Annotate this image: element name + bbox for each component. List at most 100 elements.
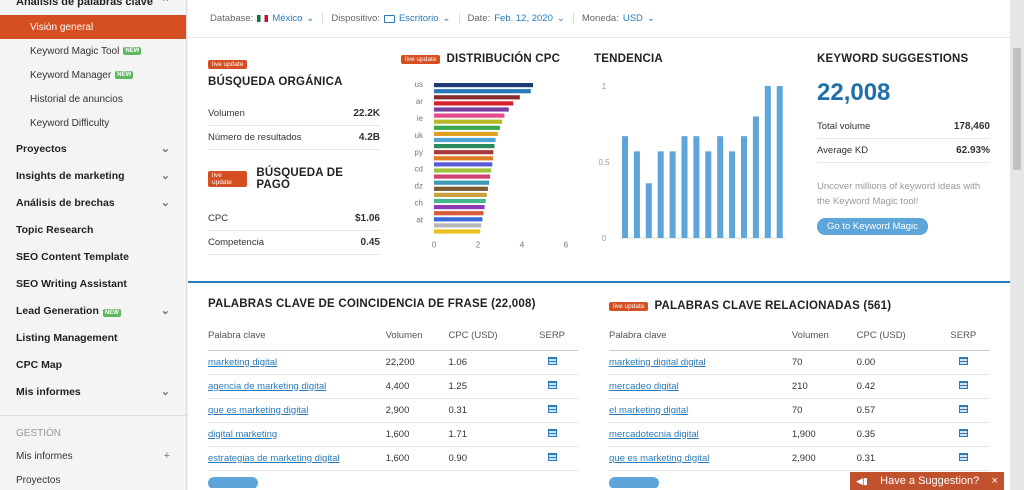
serp-icon[interactable] bbox=[547, 404, 557, 413]
cpc-bar bbox=[434, 162, 493, 167]
cpc-axis-tick: 2 bbox=[476, 241, 481, 250]
suggestion-label[interactable]: Have a Suggestion? bbox=[880, 475, 980, 487]
sidebar-section[interactable]: Análisis de brechas ⌄ bbox=[0, 189, 186, 216]
date-label: Date: bbox=[467, 13, 491, 24]
volume-cell: 4,400 bbox=[385, 374, 449, 399]
scrollbar[interactable] bbox=[1010, 0, 1024, 490]
trend-chart: 10.50 bbox=[598, 82, 786, 243]
keyword-magic-button[interactable]: Go to Keyword Magic bbox=[817, 218, 928, 235]
serp-icon[interactable] bbox=[547, 428, 557, 437]
trend-title: TENDENCIA bbox=[594, 53, 663, 65]
cpc-country-label: cd bbox=[415, 165, 423, 174]
date-filter[interactable]: Date: Feb. 12, 2020 ⌄ bbox=[468, 13, 574, 24]
cpc-bar bbox=[434, 198, 486, 204]
trend-bar bbox=[705, 151, 712, 238]
view-all-button[interactable] bbox=[609, 476, 659, 488]
date-value[interactable]: Feb. 12, 2020 bbox=[494, 13, 553, 24]
chevron-down-icon[interactable]: ⌄ bbox=[160, 143, 170, 155]
chevron-down-icon[interactable]: ⌄ bbox=[442, 13, 451, 24]
currency-filter[interactable]: Moneda: USD ⌄ bbox=[582, 13, 663, 24]
sidebar-section[interactable]: Mis informes ⌄ bbox=[0, 378, 186, 405]
currency-value[interactable]: USD bbox=[622, 13, 643, 24]
plus-icon[interactable]: + bbox=[163, 450, 170, 462]
chevron-down-icon[interactable]: ⌄ bbox=[160, 386, 170, 398]
keyword-link[interactable]: mercadeo digital bbox=[609, 380, 679, 392]
keyword-link[interactable]: estrategias de marketing digital bbox=[208, 452, 340, 464]
database-filter[interactable]: Database: México ⌄ bbox=[210, 13, 324, 24]
serp-icon[interactable] bbox=[547, 452, 557, 461]
sidebar-subitem-label: Visión general bbox=[30, 21, 94, 33]
sidebar-section-wrap: SEO Content Template bbox=[16, 251, 129, 263]
device-filter[interactable]: Dispositivo: Escritorio ⌄ bbox=[331, 13, 460, 24]
serp-cell bbox=[936, 422, 990, 447]
cpc-country-label: at bbox=[416, 216, 423, 225]
serp-cell bbox=[526, 446, 578, 471]
sidebar-subitem[interactable]: Keyword Manager NEW bbox=[0, 63, 186, 87]
metric-row: CPC $1.06 bbox=[208, 207, 380, 231]
keyword-link[interactable]: que es marketing digital bbox=[208, 404, 309, 416]
database-value[interactable]: México bbox=[272, 13, 303, 24]
table-row: mercadotecnia digital 1,900 0.35 bbox=[609, 422, 990, 447]
sidebar-section[interactable]: SEO Writing Assistant bbox=[0, 270, 186, 297]
sidebar-subitem[interactable]: Keyword Magic Tool NEW bbox=[0, 39, 186, 63]
sidebar-subitem[interactable]: Keyword Difficulty bbox=[0, 111, 186, 135]
column-header: CPC (USD) bbox=[856, 322, 937, 351]
sidebar-divider bbox=[0, 415, 186, 416]
chevron-down-icon[interactable]: ⌄ bbox=[646, 13, 655, 24]
keyword-link[interactable]: digital marketing bbox=[208, 428, 278, 440]
serp-icon[interactable] bbox=[958, 380, 968, 389]
sidebar-section-label: Lead Generation bbox=[16, 304, 99, 317]
metric-label: Average KD bbox=[817, 145, 869, 156]
have-suggestion-tab[interactable]: ◀▮ Have a Suggestion? × bbox=[850, 472, 1004, 490]
device-value[interactable]: Escritorio bbox=[398, 13, 439, 24]
sidebar-section[interactable]: SEO Content Template bbox=[0, 243, 186, 270]
sidebar-section-label: SEO Writing Assistant bbox=[16, 277, 127, 290]
sidebar-subitem[interactable]: Historial de anuncios bbox=[0, 87, 186, 111]
serp-icon[interactable] bbox=[547, 356, 557, 365]
sidebar-section[interactable]: Topic Research bbox=[0, 216, 186, 243]
serp-icon[interactable] bbox=[958, 404, 968, 413]
table-row: que es marketing digital 2,900 0.31 bbox=[609, 446, 990, 471]
serp-icon[interactable] bbox=[958, 428, 968, 437]
chevron-down-icon[interactable]: ⌄ bbox=[556, 13, 565, 24]
metric-row: Número de resultados 4.2B bbox=[208, 126, 380, 150]
sidebar-management-item[interactable]: Proyectos bbox=[0, 468, 186, 490]
keyword-link[interactable]: marketing digital digital bbox=[609, 356, 706, 368]
sidebar-section-wrap: Topic Research bbox=[16, 224, 93, 236]
keyword-link[interactable]: el marketing digital bbox=[609, 404, 689, 416]
cpc-bar bbox=[434, 217, 483, 222]
cpc-country-label: ch bbox=[415, 199, 423, 208]
sidebar-section-label: CPC Map bbox=[16, 358, 63, 371]
chevron-up-icon[interactable]: ⌃ bbox=[160, 0, 170, 9]
chevron-down-icon[interactable]: ⌄ bbox=[306, 13, 315, 24]
keyword-link[interactable]: agencia de marketing digital bbox=[208, 380, 327, 392]
sidebar-section[interactable]: Lead Generation NEW ⌄ bbox=[0, 297, 186, 324]
keyword-link[interactable]: mercadotecnia digital bbox=[609, 428, 699, 440]
serp-cell bbox=[526, 422, 578, 447]
serp-icon[interactable] bbox=[958, 356, 968, 365]
sidebar-section-keyword-analysis[interactable]: Análisis de palabras clave ⌃ bbox=[0, 0, 186, 10]
cpc-bar bbox=[434, 119, 503, 124]
chevron-down-icon[interactable]: ⌄ bbox=[160, 170, 170, 182]
keyword-link[interactable]: marketing digital bbox=[208, 356, 278, 368]
sidebar-section[interactable]: Proyectos ⌄ bbox=[0, 135, 186, 162]
new-badge: NEW bbox=[102, 308, 121, 317]
paid-search-widget: live update BÚSQUEDA DE PAGO CPC $1.06 Com… bbox=[208, 167, 380, 255]
chevron-down-icon[interactable]: ⌄ bbox=[160, 197, 170, 209]
sidebar-subitem[interactable]: Visión general bbox=[0, 15, 186, 39]
keyword-link[interactable]: que es marketing digital bbox=[609, 452, 710, 464]
view-all-button[interactable] bbox=[208, 476, 258, 488]
scrollbar-thumb[interactable] bbox=[1013, 48, 1021, 170]
serp-icon[interactable] bbox=[547, 380, 557, 389]
close-icon[interactable]: × bbox=[991, 475, 998, 487]
sidebar-section[interactable]: CPC Map bbox=[0, 351, 186, 378]
cpc-bar bbox=[434, 125, 500, 130]
serp-icon[interactable] bbox=[958, 452, 968, 461]
sidebar-section[interactable]: Insights de marketing ⌄ bbox=[0, 162, 186, 189]
sidebar-management-item[interactable]: Mis informes + bbox=[0, 444, 186, 468]
keyword-suggestions-widget: KEYWORD SUGGESTIONS 22,008 Total volume 1… bbox=[817, 53, 990, 235]
metric-label: Número de resultados bbox=[208, 132, 302, 143]
sidebar-section[interactable]: Listing Management bbox=[0, 324, 186, 351]
chevron-down-icon[interactable]: ⌄ bbox=[160, 305, 170, 317]
sidebar-subitem-label: Keyword Difficulty bbox=[30, 117, 110, 129]
